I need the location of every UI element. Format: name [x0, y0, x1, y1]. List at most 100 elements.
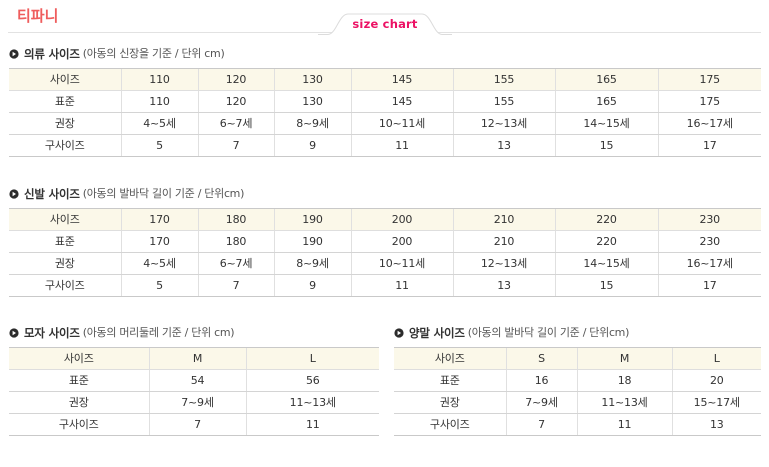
table-cell: 5 [120, 134, 198, 157]
section-heading: 양말 사이즈 (아동의 발바닥 길이 기준 / 단위cm) [385, 325, 769, 341]
table-cell: 11~13세 [245, 391, 379, 414]
table-row: 권장 7~9세 11~13세 15~17세 [394, 391, 761, 414]
table-row: 구사이즈 7 11 13 [394, 413, 761, 436]
table-cell: 10~11세 [350, 252, 453, 275]
table-cell: 165 [554, 68, 658, 91]
section-subtitle: (아동의 발바닥 길이 기준 / 단위cm) [467, 326, 630, 339]
row-label: 권장 [9, 391, 149, 414]
table-cell: 6~7세 [197, 252, 274, 275]
section-heading: 의류 사이즈 (아동의 신장을 기준 / 단위 cm) [0, 46, 769, 62]
table-cell: 190 [273, 230, 351, 253]
table-cell: 7 [197, 274, 274, 297]
table-cell: 20 [671, 369, 761, 392]
table-cell: 110 [120, 68, 198, 91]
table-cell: 9 [273, 274, 351, 297]
section-title: 신발 사이즈 [24, 187, 80, 201]
row-label: 표준 [9, 230, 121, 253]
table-cell: 8~9세 [273, 112, 351, 135]
table-row: 권장 4~5세 6~7세 8~9세 10~11세 12~13세 14~15세 1… [9, 112, 761, 135]
row-label: 표준 [394, 369, 506, 392]
table-cell: 7 [148, 413, 246, 436]
table-cell: 7 [505, 413, 577, 436]
table-cell: 180 [197, 230, 274, 253]
arrow-circle-right-icon [9, 328, 19, 338]
table-cell: 12~13세 [452, 112, 555, 135]
table-cell: 7~9세 [148, 391, 246, 414]
arrow-circle-right-icon [9, 49, 19, 59]
table-cell: 110 [120, 90, 198, 113]
table-cell: 13 [452, 274, 555, 297]
table-cell: 155 [452, 90, 555, 113]
table-cell: 4~5세 [120, 252, 198, 275]
table-cell: 16~17세 [657, 252, 761, 275]
table-cell: 11 [245, 413, 379, 436]
section-heading: 신발 사이즈 (아동의 발바닥 길이 기준 / 단위cm) [0, 186, 769, 202]
table-cell: 220 [554, 230, 658, 253]
table-cell: 145 [350, 90, 453, 113]
table-cell: 220 [554, 208, 658, 231]
table-hat-size: 사이즈 M L 표준 54 56 권장 7~9세 11~13세 구사이즈 7 [9, 347, 379, 436]
section-subtitle: (아동의 발바닥 길이 기준 / 단위cm) [82, 187, 245, 200]
table-cell: 120 [197, 90, 274, 113]
table-cell: 9 [273, 134, 351, 157]
table-cell: 10~11세 [350, 112, 453, 135]
table-cell: 7~9세 [505, 391, 577, 414]
section-hat-size: 모자 사이즈 (아동의 머리둘레 기준 / 단위 cm) 사이즈 M L 표준 … [0, 325, 385, 436]
table-cell: 13 [671, 413, 761, 436]
table-cell: 18 [576, 369, 672, 392]
row-label: 구사이즈 [9, 274, 121, 297]
table-cell: 14~15세 [554, 252, 658, 275]
table-cell: 120 [197, 68, 274, 91]
table-row: 구사이즈 7 11 [9, 413, 379, 436]
row-label: 사이즈 [394, 347, 506, 370]
section-sock-size: 양말 사이즈 (아동의 발바닥 길이 기준 / 단위cm) 사이즈 S M L … [385, 325, 769, 436]
table-cell: 210 [452, 208, 555, 231]
table-cell: 130 [273, 68, 351, 91]
table-cell: 17 [657, 134, 761, 157]
table-cell: 14~15세 [554, 112, 658, 135]
table-cell: 16~17세 [657, 112, 761, 135]
table-cell: 11 [576, 413, 672, 436]
row-label: 구사이즈 [9, 134, 121, 157]
table-cell: 230 [657, 230, 761, 253]
table-shoe-size: 사이즈 170 180 190 200 210 220 230 표준 170 1… [9, 208, 761, 297]
section-subtitle: (아동의 신장을 기준 / 단위 cm) [82, 47, 225, 60]
table-row: 표준 16 18 20 [394, 369, 761, 392]
table-row: 표준 54 56 [9, 369, 379, 392]
table-cell: 165 [554, 90, 658, 113]
table-cell: 56 [245, 369, 379, 392]
table-cell: 130 [273, 90, 351, 113]
section-shoe-size: 신발 사이즈 (아동의 발바닥 길이 기준 / 단위cm) 사이즈 170 18… [0, 186, 769, 297]
table-cell: 175 [657, 68, 761, 91]
table-cell: 200 [350, 208, 453, 231]
table-row: 권장 7~9세 11~13세 [9, 391, 379, 414]
table-cell: S [505, 347, 577, 370]
table-cell: 8~9세 [273, 252, 351, 275]
table-cell: 4~5세 [120, 112, 198, 135]
table-cell: 170 [120, 230, 198, 253]
section-title: 의류 사이즈 [24, 47, 80, 61]
table-clothing-size: 사이즈 110 120 130 145 155 165 175 표준 110 1… [9, 68, 761, 157]
table-cell: L [245, 347, 379, 370]
row-label: 구사이즈 [394, 413, 506, 436]
page-header: 티파니 size chart [0, 0, 769, 35]
tab-shape-icon [318, 13, 452, 35]
table-row: 구사이즈 5 7 9 11 13 15 17 [9, 134, 761, 157]
section-heading: 모자 사이즈 (아동의 머리둘레 기준 / 단위 cm) [0, 325, 385, 341]
table-cell: 5 [120, 274, 198, 297]
row-label: 권장 [394, 391, 506, 414]
tab-size-chart[interactable]: size chart [318, 13, 452, 35]
table-cell: 145 [350, 68, 453, 91]
table-cell: 11~13세 [576, 391, 672, 414]
row-label: 권장 [9, 252, 121, 275]
row-label: 권장 [9, 112, 121, 135]
table-cell: 7 [197, 134, 274, 157]
table-cell: 230 [657, 208, 761, 231]
section-title: 양말 사이즈 [409, 326, 465, 340]
table-row: 사이즈 170 180 190 200 210 220 230 [9, 208, 761, 231]
table-cell: L [671, 347, 761, 370]
table-row: 사이즈 S M L [394, 347, 761, 370]
section-clothing-size: 의류 사이즈 (아동의 신장을 기준 / 단위 cm) 사이즈 110 120 … [0, 46, 769, 157]
table-cell: 15~17세 [671, 391, 761, 414]
table-cell: 175 [657, 90, 761, 113]
